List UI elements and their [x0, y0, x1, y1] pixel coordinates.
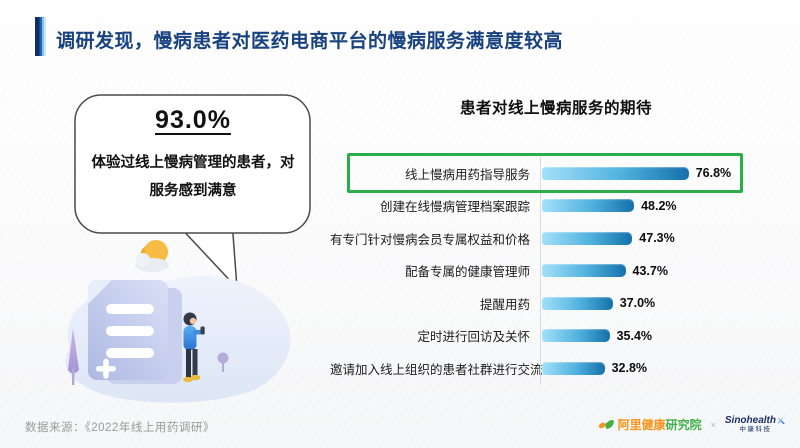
chart-category-label: 线上慢病用药指导服务 [404, 167, 530, 182]
alihealth-leaf-icon [598, 420, 614, 430]
logo-separator: × [710, 419, 716, 430]
chart-value-label: 47.3% [639, 231, 675, 246]
chart-value-label: 76.8% [695, 166, 732, 181]
chart-bar-area: 37.0% [540, 287, 782, 320]
chart-bar [542, 166, 689, 180]
chart-value-label: 48.2% [641, 198, 677, 213]
person [183, 312, 205, 383]
chart-category-label: 配备专属的健康管理师 [404, 265, 530, 280]
chart-category-label: 邀请加入线上组织的患者社群进行交流 [330, 362, 543, 377]
tree-right [217, 352, 229, 364]
chart-bar [542, 231, 633, 245]
footer-logos: 阿里健康研究院 × Sinohealth 中康科技 [598, 415, 786, 433]
bar-chart: 线上慢病用药指导服务 76.8% 创建在线慢病管理档案跟踪 48.2% 有专门针对慢病会… [330, 157, 782, 385]
speech-bubble [74, 94, 311, 291]
title-accent-bar [35, 17, 46, 56]
sinohealth-logo-text: Sinohealth [724, 415, 776, 426]
chart-bar-area: 43.7% [540, 254, 782, 287]
chart-value-label: 35.4% [616, 328, 653, 343]
alihealth-logo: 阿里健康研究院 [598, 416, 702, 433]
chart-bar [542, 329, 610, 343]
sinohealth-logo: Sinohealth 中康科技 [724, 415, 786, 433]
chart-category-label: 定时进行回访及关怀 [417, 330, 530, 345]
document-text-line [106, 348, 154, 358]
chart-row: 定时进行回访及关怀 35.4% [330, 319, 782, 352]
chart-row: 配备专属的健康管理师 43.7% [330, 254, 782, 287]
chart-category-label: 提醒用药 [479, 297, 530, 312]
tree-left [68, 328, 79, 374]
document-text-line [106, 304, 154, 314]
chart-bar-area: 48.2% [540, 189, 782, 222]
data-source: 数据来源：《2022年线上用药调研》 [25, 422, 215, 434]
chart-row: 邀请加入线上组织的患者社群进行交流 32.8% [330, 352, 782, 385]
chart-row: 创建在线慢病管理档案跟踪 48.2% [330, 189, 782, 222]
sun-icon [144, 240, 168, 264]
chart-row: 有专门针对慢病会员专属权益和价格 47.3% [330, 222, 782, 255]
chart-row: 线上慢病用药指导服务 76.8% [330, 157, 782, 190]
chart-bar [542, 296, 613, 310]
page-title: 调研发现，慢病患者对医药电商平台的慢病服务满意度较高 [56, 31, 564, 52]
chart-bar-area: 47.3% [540, 222, 782, 255]
chart-value-label: 37.0% [619, 296, 656, 311]
chart-bar [542, 361, 605, 375]
chart-bar [542, 264, 626, 278]
chart-bar-area: 76.8% [540, 157, 782, 190]
cloud-icon-bump [136, 253, 150, 267]
plus-icon [103, 358, 109, 379]
alihealth-logo-text-1: 阿里健康 [617, 418, 666, 433]
callout-text-line2: 服务感到满意 [149, 183, 237, 200]
chart-bar [542, 199, 635, 213]
callout: 93.0% 体验过线上慢病管理的患者，对 服务感到满意 [78, 106, 308, 206]
sinohealth-logo-subtext: 中康科技 [739, 425, 772, 433]
illustration-patient-documents [65, 240, 291, 403]
chart-bar-area: 35.4% [540, 319, 782, 352]
chart-category-label: 创建在线慢病管理档案跟踪 [379, 200, 530, 215]
sinohealth-star-icon [777, 416, 785, 424]
chart-row: 提醒用药 37.0% [330, 287, 782, 320]
alihealth-logo-text-2: 研究院 [665, 418, 702, 433]
tree-right-trunk [222, 362, 224, 372]
chart-bar-area: 32.8% [540, 352, 782, 385]
chart-title: 患者对线上慢病服务的期待 [459, 100, 652, 117]
document-text-line [106, 326, 154, 336]
callout-text-line1: 体验过线上慢病管理的患者，对 [91, 155, 295, 171]
chart-value-label: 43.7% [632, 263, 668, 278]
callout-percentage: 93.0% [155, 106, 231, 134]
document-fold-corner [88, 280, 112, 304]
chart-category-label: 有专门针对慢病会员专属权益和价格 [330, 232, 531, 247]
tree-left-trunk [72, 368, 75, 385]
chart-value-label: 32.8% [611, 361, 648, 376]
